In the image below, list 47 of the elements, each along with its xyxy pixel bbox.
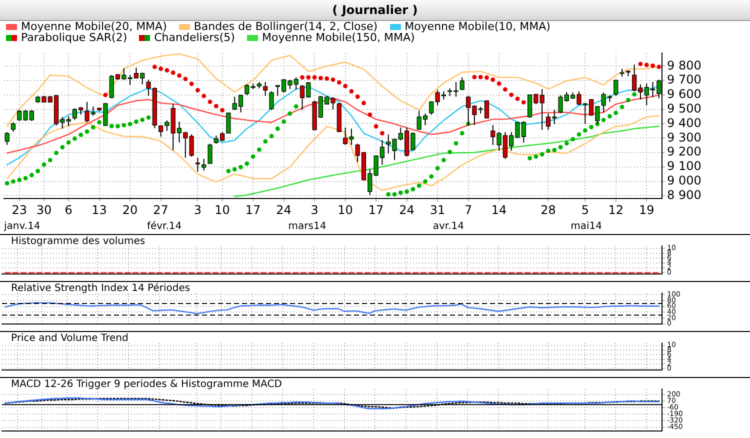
x-tick-label: 17 [368,202,384,217]
legend-label: Moyenne Mobile(10, MMA) [404,20,550,33]
y-tick-label: 9 100 [667,159,702,174]
text: janv.14 [4,221,40,233]
chart-title: Price and Volume Trend [10,333,130,344]
chart-title: Relative Strength Index 14 Périodes [10,283,192,294]
x-tick-label: 14 [491,202,507,217]
chart-title: MACD 12-26 Trigger 9 periodes & Histogramme MACD [10,379,283,390]
y-tick-label: 9 300 [667,130,702,144]
text: avr.14 [432,221,464,233]
y-tick-label: 9 200 [667,144,702,159]
y-tick-label: 9 800 [667,58,702,72]
y-tick-label: 9 000 [667,173,702,188]
x-tick-label: 30 [36,202,52,217]
y-tick-label: 9 500 [667,101,702,116]
x-tick-label: 13 [92,202,107,217]
y-tick-label: 9 700 [667,72,702,87]
x-tick-label: 19 [638,202,654,217]
x-tick-label: 24 [399,202,414,217]
x-tick-label: 6 [64,202,72,217]
x-tick-label: 5 [581,202,589,217]
x-tick-label: 3 [310,202,318,217]
y-tick-label: 9 400 [667,116,702,130]
legend-label: Chandeliers(5) [154,31,235,44]
x-tick-label: 27 [153,202,168,217]
x-tick-label: 12 [608,202,624,217]
x-tick-label: 10 [214,202,230,217]
y-tick-label: 9 600 [667,87,702,102]
text: mai14 [570,221,602,233]
x-tick-label: 17 [245,202,261,217]
x-tick-label: 3 [194,202,202,217]
y-tick-label: 8 900 [667,188,702,202]
x-tick-label: 31 [430,202,446,217]
legend-label: Parabolique SAR(2) [20,31,128,44]
chart-title: ( Journalier ) [0,0,750,21]
text: févr.14 [146,221,182,233]
chart-title: Histogramme des volumes [10,236,146,247]
x-tick-label: 28 [540,202,556,217]
legend-label: Moyenne Mobile(20, MMA) [20,20,167,33]
x-tick-label: 23 [12,202,28,217]
legend-label: Bandes de Bollinger(14, 2, Close) [194,20,378,33]
x-tick-label: 7 [464,202,472,217]
legend-label: Moyenne Mobile(150, MMA) [262,31,415,44]
text: mars14 [288,221,326,233]
x-tick-label: 24 [276,202,292,217]
x-tick-label: 20 [122,202,138,217]
x-tick-label: 10 [338,202,353,217]
